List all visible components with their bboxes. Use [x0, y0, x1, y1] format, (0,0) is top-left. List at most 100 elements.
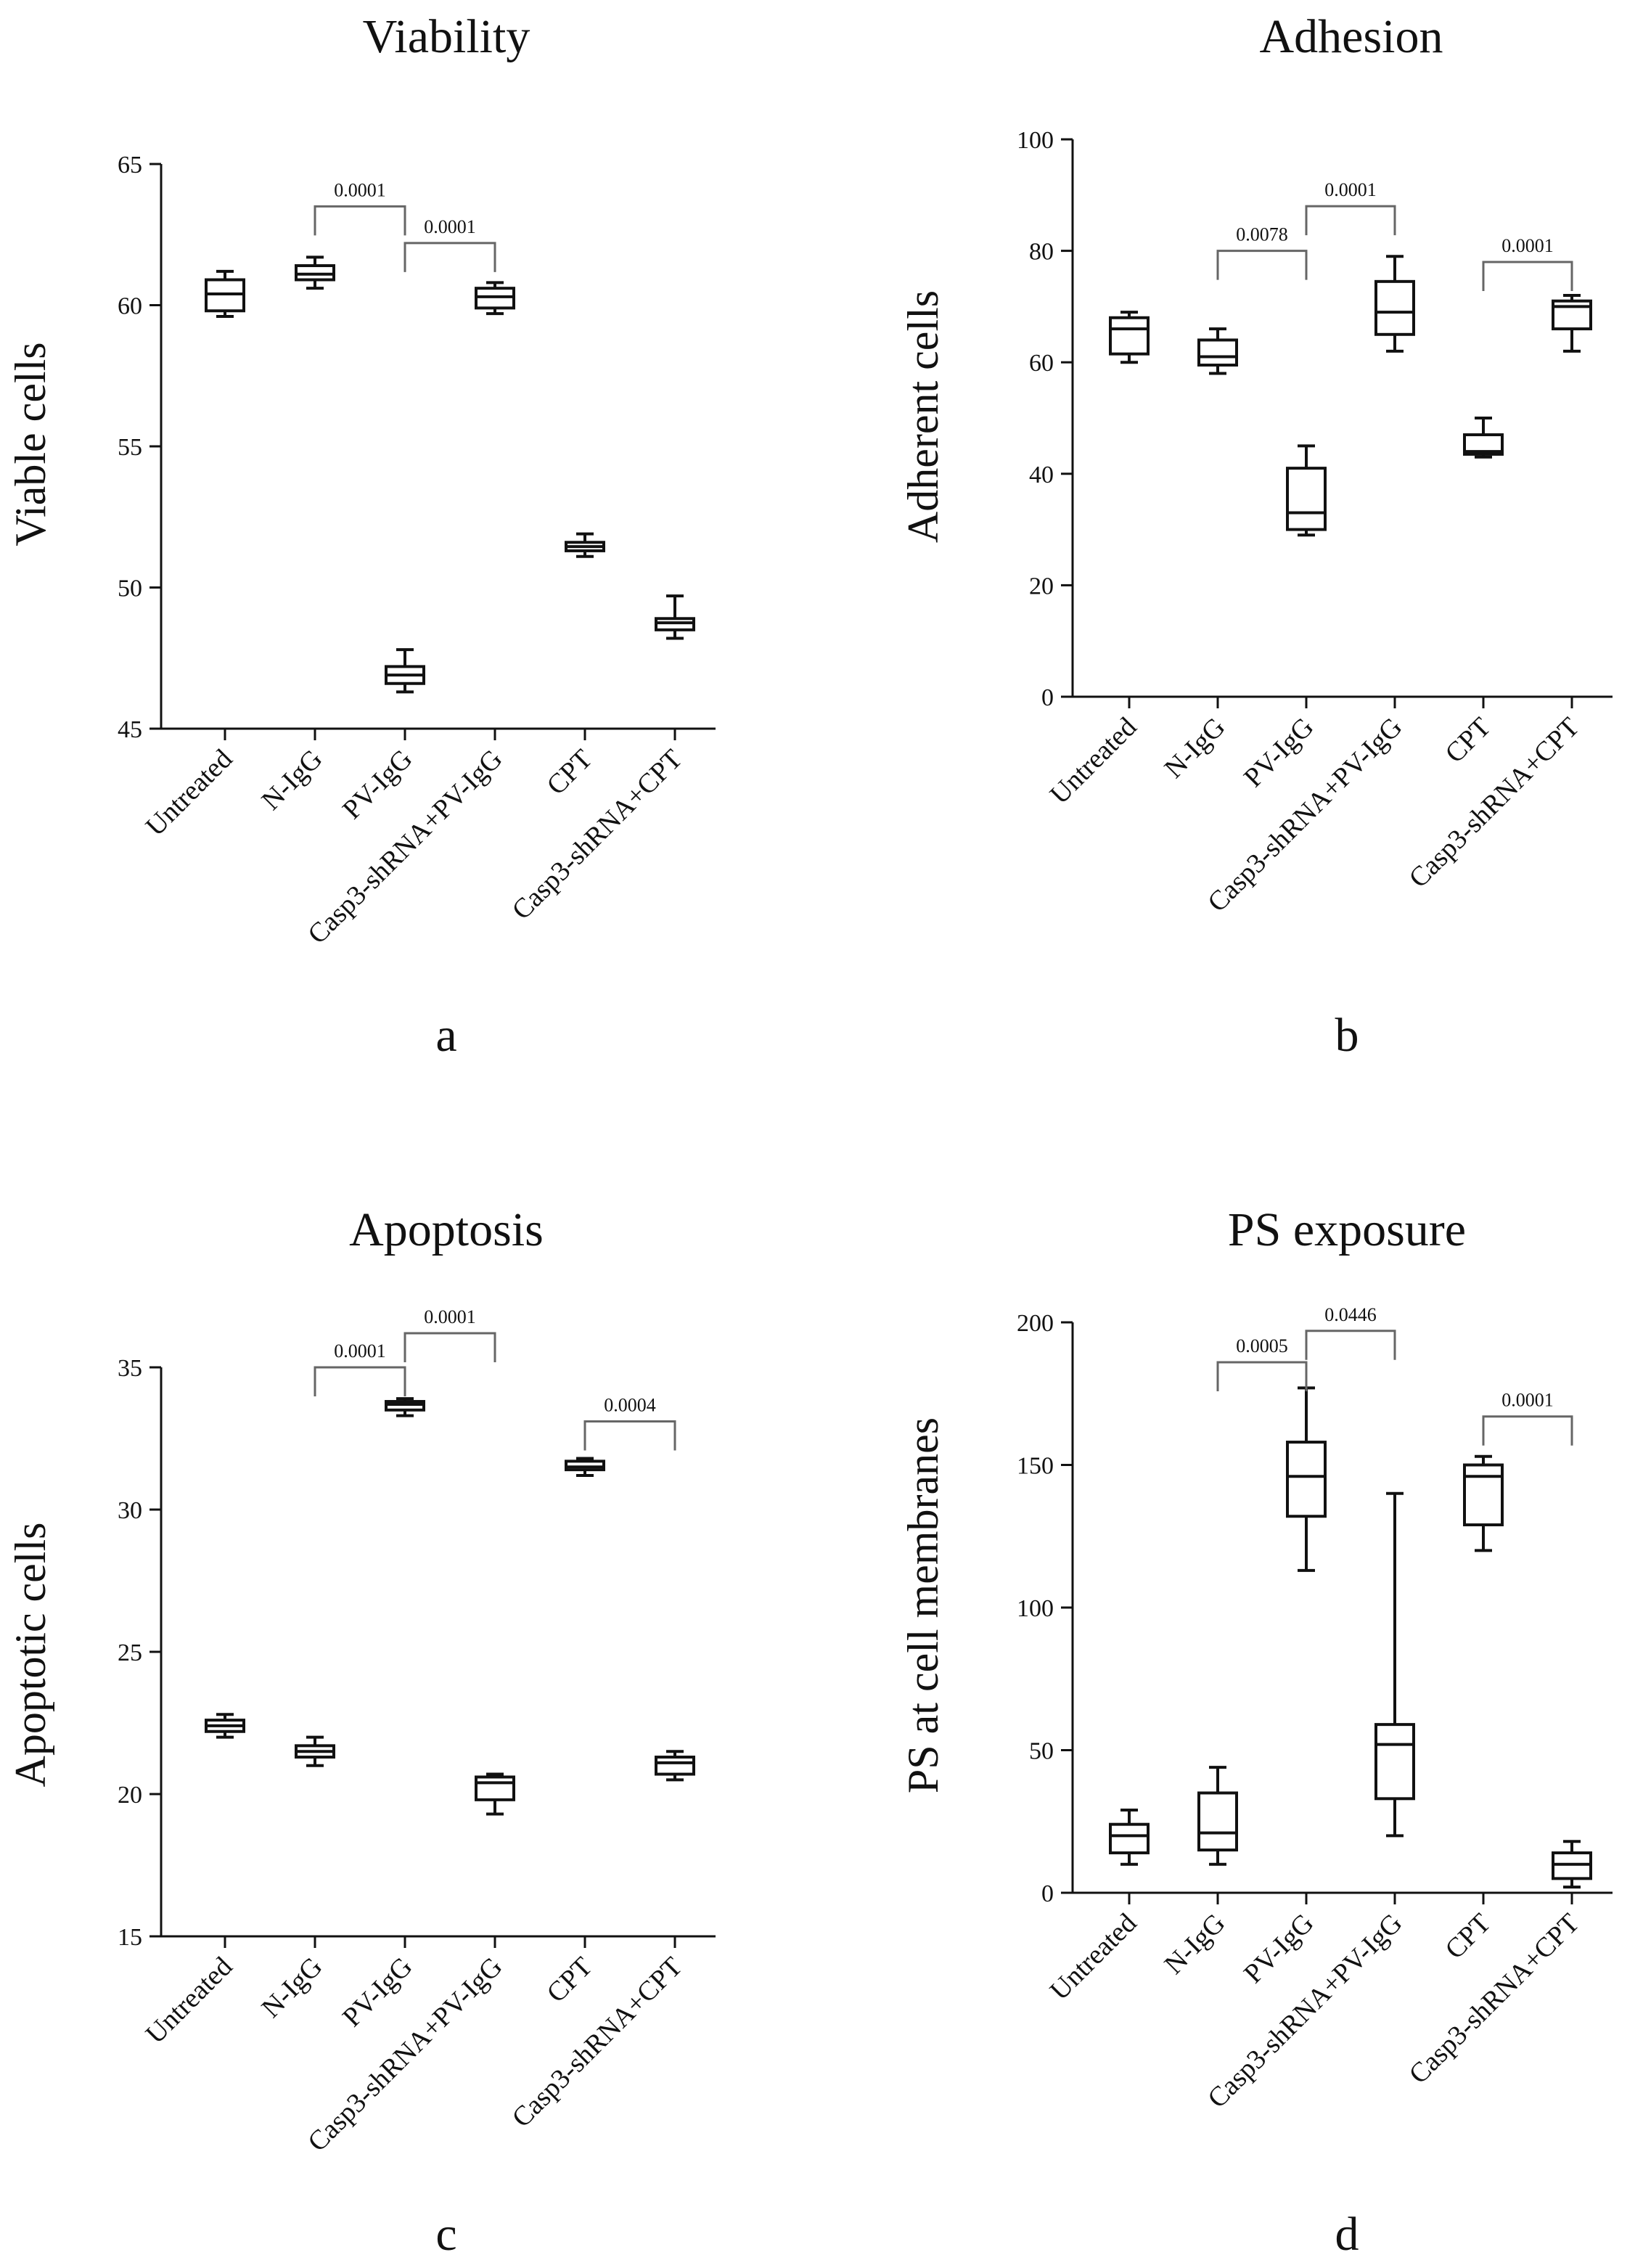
- p-value-label: 0.0001: [1324, 179, 1377, 200]
- box-rect: [1197, 1791, 1238, 1852]
- category-label: Casp3-shRNA+CPT: [1403, 1908, 1585, 2090]
- box-plot: [655, 1750, 695, 1782]
- box-plot: [565, 532, 605, 558]
- panel-label: c: [435, 2208, 456, 2261]
- y-tick-label: 50: [1029, 1738, 1054, 1765]
- chart-title: Adhesion: [1260, 10, 1443, 63]
- category-label: PV-IgG: [337, 744, 418, 825]
- p-value-label: 0.0001: [334, 179, 386, 200]
- y-tick-label: 40: [1029, 462, 1054, 488]
- p-value-label: 0.0001: [334, 1340, 386, 1362]
- y-tick-label: 200: [1017, 1310, 1054, 1337]
- panel-viability: Viability Viable cells a 45 50 55 60 65 Untre…: [7, 10, 716, 1062]
- significance-bracket: [314, 1366, 406, 1396]
- y-tick-label: 15: [118, 1924, 142, 1951]
- box-plot: [295, 1735, 335, 1767]
- box-rect: [1463, 1463, 1504, 1527]
- category-label: PV-IgG: [1238, 1908, 1319, 1989]
- box-plot: [205, 269, 245, 319]
- significance-bracket: [403, 242, 496, 272]
- category-label: Untreated: [140, 744, 239, 843]
- box-plot: [1197, 1766, 1238, 1866]
- y-tick-label: 0: [1041, 1880, 1054, 1907]
- box-rect: [1197, 338, 1238, 367]
- box-rect: [1374, 279, 1415, 336]
- y-tick-label: 65: [118, 152, 142, 179]
- y-tick-label: 55: [118, 434, 142, 461]
- box-rect: [1109, 316, 1150, 356]
- chart-title: Viability: [363, 10, 530, 63]
- box-plot: [295, 255, 335, 290]
- category-label: CPT: [1439, 712, 1496, 769]
- y-tick-label: 100: [1017, 127, 1054, 154]
- y-tick-label: 0: [1041, 684, 1054, 711]
- p-value-label: 0.0078: [1236, 224, 1288, 245]
- box-rect: [475, 1775, 515, 1801]
- y-axis-label: PS at cell membranes: [899, 1417, 947, 1793]
- y-axis-label: Viable cells: [7, 342, 54, 546]
- box-plot: [1463, 417, 1504, 459]
- y-tick-label: 25: [118, 1639, 142, 1666]
- significance-bracket: [1305, 1330, 1396, 1360]
- y-tick-label: 100: [1017, 1595, 1054, 1622]
- box-plot: [565, 1457, 605, 1477]
- category-label: PV-IgG: [337, 1952, 418, 2033]
- box-plot: [1197, 327, 1238, 375]
- significance-bracket: [1305, 205, 1396, 236]
- p-value-label: 0.0001: [1501, 235, 1554, 256]
- significance-bracket: [314, 205, 406, 236]
- box-plot: [1552, 294, 1592, 353]
- category-label: PV-IgG: [1238, 712, 1319, 793]
- significance-bracket: [1482, 261, 1573, 291]
- category-label: CPT: [541, 744, 598, 801]
- category-label: N-IgG: [256, 1952, 329, 2024]
- category-label: CPT: [541, 1952, 598, 2009]
- y-tick-label: 20: [1029, 573, 1054, 599]
- panel-adhesion: Adhesion Adherent cells b 0 20 40 60 80 100 Un…: [899, 10, 1613, 1062]
- y-tick-label: 50: [118, 576, 142, 602]
- box-plot: [205, 1713, 245, 1739]
- y-axis-label: Adherent cells: [899, 290, 947, 543]
- p-value-label: 0.0005: [1236, 1335, 1288, 1356]
- box-plot: [1286, 444, 1327, 537]
- category-label: Casp3-shRNA+CPT: [506, 1952, 688, 2134]
- significance-bracket: [1216, 1361, 1308, 1392]
- box-plot: [1374, 255, 1415, 353]
- box-plot: [1463, 1454, 1504, 1552]
- category-label: Untreated: [1044, 1908, 1143, 2007]
- box-plot: [1109, 1809, 1150, 1866]
- box-plot: [1552, 1840, 1592, 1889]
- panel-ps-exposure: PS exposure PS at cell membranes d 0 50 10…: [899, 1203, 1613, 2261]
- y-tick-label: 150: [1017, 1453, 1054, 1480]
- category-label: N-IgG: [256, 744, 329, 816]
- p-value-label: 0.0446: [1324, 1304, 1377, 1325]
- box-rect: [1463, 433, 1504, 456]
- box-rect: [1286, 467, 1327, 531]
- box-rect: [655, 1756, 695, 1776]
- category-label: N-IgG: [1159, 712, 1232, 785]
- significance-bracket: [583, 1420, 676, 1451]
- chart-title: PS exposure: [1228, 1203, 1466, 1256]
- category-label: Casp3-shRNA+CPT: [506, 744, 688, 926]
- box-plot: [1374, 1491, 1415, 1838]
- box-plot: [1109, 311, 1150, 364]
- y-tick-label: 60: [1029, 350, 1054, 377]
- box-plot: [385, 1397, 425, 1417]
- box-plot: [1286, 1386, 1327, 1572]
- panel-apoptosis: Apoptosis Apoptotic cells c 15 20 25 30 35 Un…: [7, 1203, 716, 2261]
- box-rect: [1286, 1441, 1327, 1518]
- p-value-label: 0.0004: [604, 1394, 656, 1415]
- box-plot: [475, 1772, 515, 1816]
- category-label: Untreated: [140, 1952, 239, 2050]
- y-tick-label: 20: [118, 1782, 142, 1809]
- box-plot: [475, 281, 515, 316]
- box-rect: [1374, 1723, 1415, 1801]
- significance-bracket: [403, 1332, 496, 1362]
- y-tick-label: 30: [118, 1497, 142, 1524]
- category-label: Casp3-shRNA+CPT: [1403, 712, 1585, 894]
- panel-label: b: [1335, 1009, 1359, 1062]
- y-tick-label: 35: [118, 1355, 142, 1382]
- chart-title: Apoptosis: [349, 1203, 544, 1256]
- p-value-label: 0.0001: [1501, 1390, 1554, 1411]
- box-plot: [385, 648, 425, 694]
